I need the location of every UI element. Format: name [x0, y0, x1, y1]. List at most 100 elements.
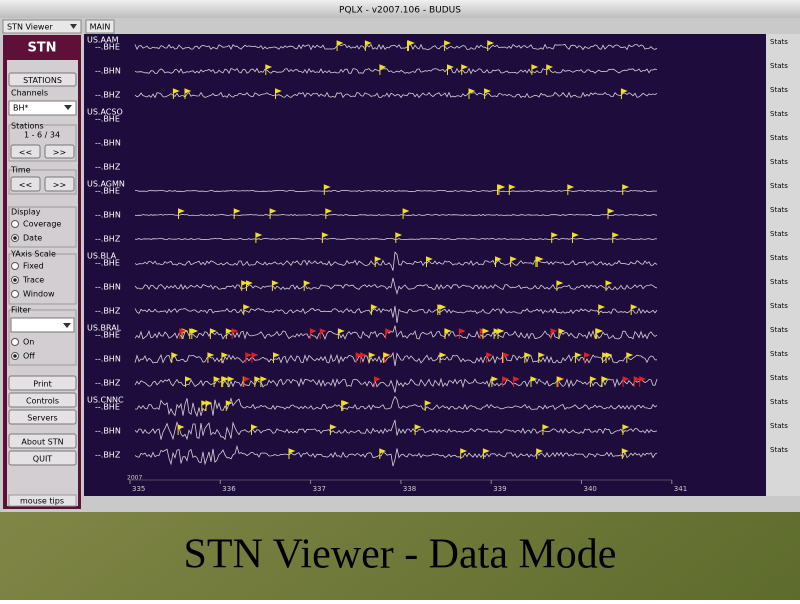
button[interactable]	[10, 176, 41, 192]
group-box	[8, 253, 77, 305]
event-flag	[484, 88, 491, 99]
event-flag	[551, 232, 559, 243]
caption: STN Viewer - Data Mode	[184, 532, 617, 578]
radio-label: Coverage	[23, 220, 61, 229]
event-flag	[179, 328, 187, 339]
button[interactable]	[10, 144, 41, 159]
filter-dropdown[interactable]	[10, 317, 75, 333]
group-box	[8, 124, 77, 162]
group-box	[8, 309, 77, 366]
stats-link[interactable]: Stats	[770, 422, 788, 430]
stats-link[interactable]: Stats	[770, 302, 788, 310]
button[interactable]	[44, 144, 75, 159]
stats-link[interactable]: Stats	[770, 398, 788, 406]
event-flag	[542, 424, 550, 435]
stats-link[interactable]: Stats	[770, 158, 788, 166]
stats-link[interactable]: Stats	[770, 206, 788, 214]
channel-label: --.BHN	[95, 283, 121, 292]
button[interactable]	[8, 72, 77, 87]
station-range: 1 - 6 / 34	[24, 131, 60, 140]
stats-link[interactable]: Stats	[770, 278, 788, 286]
button[interactable]	[8, 392, 77, 408]
channel-label: --.BHZ	[95, 163, 121, 172]
group-box	[8, 206, 77, 248]
radio-dot	[13, 354, 17, 358]
event-flag	[225, 400, 233, 411]
button[interactable]	[8, 375, 77, 391]
axis-day-label: 336	[222, 485, 236, 493]
event-flag	[172, 88, 180, 99]
event-flag	[185, 376, 192, 387]
axis-day-label: 335	[132, 485, 145, 493]
event-flag	[605, 280, 613, 291]
station-label: US.CNNC	[87, 396, 124, 405]
event-flag	[222, 376, 230, 387]
radio-dot	[13, 278, 17, 282]
seismic-trace	[134, 277, 658, 295]
button[interactable]	[8, 409, 77, 425]
event-flag	[374, 256, 382, 267]
window-title: PQLX - v2007.106 - BUDUS	[339, 6, 461, 16]
channel-label: --.BHN	[95, 211, 121, 220]
button[interactable]	[44, 176, 75, 192]
event-flag	[275, 88, 282, 99]
button-label: About STN	[21, 438, 63, 447]
radio-button[interactable]	[11, 290, 19, 298]
event-flag	[269, 208, 277, 219]
event-flag	[447, 64, 454, 75]
event-flag	[255, 232, 263, 243]
stats-link[interactable]: Stats	[770, 62, 788, 70]
button-label: <<	[19, 181, 32, 190]
event-flag	[171, 352, 179, 363]
event-flag	[524, 352, 532, 363]
radio-button[interactable]	[11, 338, 19, 346]
event-flag	[497, 184, 504, 195]
tab-label: STN Viewer	[7, 23, 53, 32]
event-flag	[407, 40, 414, 51]
event-flag	[379, 64, 387, 75]
stats-link[interactable]: Stats	[770, 110, 788, 118]
event-flag	[426, 256, 433, 267]
button[interactable]	[8, 433, 77, 449]
radio-button[interactable]	[11, 220, 19, 228]
seismic-trace	[134, 251, 658, 271]
channel-label: --.BHN	[95, 427, 121, 436]
event-flag	[482, 448, 490, 459]
button-label: Controls	[26, 397, 59, 406]
event-flag	[607, 208, 615, 219]
stats-link[interactable]: Stats	[770, 254, 788, 262]
event-flag	[207, 352, 215, 363]
channel-label: --.BHN	[95, 355, 121, 364]
channel-dropdown[interactable]	[8, 100, 77, 116]
stats-link[interactable]: Stats	[770, 350, 788, 358]
stats-link[interactable]: Stats	[770, 230, 788, 238]
stats-link[interactable]: Stats	[770, 446, 788, 454]
event-flag	[439, 352, 447, 363]
event-flag	[225, 328, 233, 339]
stats-link[interactable]: Stats	[770, 38, 788, 46]
event-flag	[205, 400, 213, 411]
event-flag	[621, 448, 629, 459]
stats-link[interactable]: Stats	[770, 326, 788, 334]
button-label: STATIONS	[23, 76, 62, 85]
station-label: US.BLA	[87, 252, 117, 261]
event-flag	[530, 376, 538, 387]
stats-link[interactable]: Stats	[770, 134, 788, 142]
stats-link[interactable]: Stats	[770, 374, 788, 382]
stats-link[interactable]: Stats	[770, 86, 788, 94]
button[interactable]	[8, 450, 77, 466]
seismic-trace	[134, 67, 658, 75]
viewer-dropdown[interactable]	[2, 19, 82, 34]
group-label: Channels	[11, 89, 48, 98]
radio-button[interactable]	[11, 262, 19, 270]
main-tab[interactable]	[85, 19, 115, 34]
event-flag	[622, 184, 630, 195]
event-flag	[221, 352, 229, 363]
channel-label: --.BHZ	[95, 235, 121, 244]
panel-header: STN	[27, 41, 56, 56]
event-flag	[491, 376, 499, 387]
axis-year: 2007	[127, 475, 142, 482]
event-flag	[414, 424, 422, 435]
channel-label: --.BHN	[95, 139, 121, 148]
stats-link[interactable]: Stats	[770, 182, 788, 190]
